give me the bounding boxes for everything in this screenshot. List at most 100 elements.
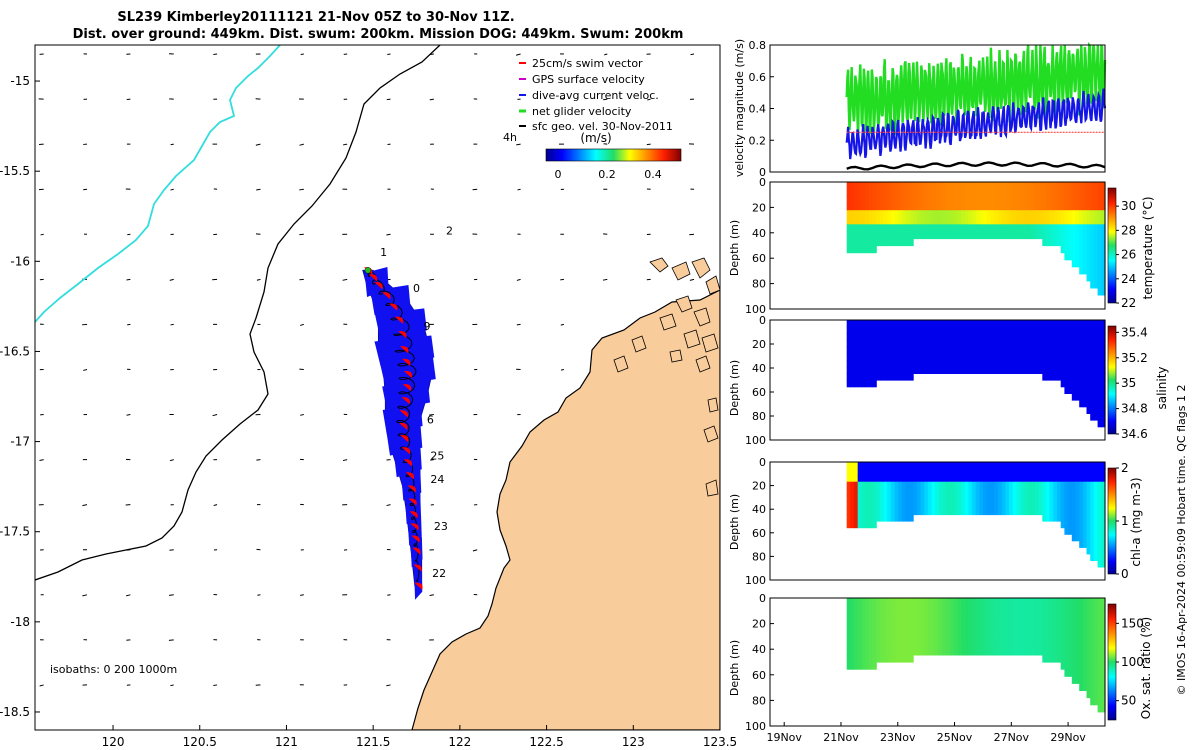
oxygen-cell [905,605,910,613]
salinity-cell [894,326,899,334]
chl-a-cell [1075,468,1080,476]
temperature-cell [1064,217,1069,225]
oxygen-cell [909,598,914,606]
salinity-cell [865,353,870,361]
oxygen-cell [957,598,962,606]
temperature-cell [909,196,914,204]
chl-a-cell [854,462,859,470]
temperature-cell [957,217,962,225]
salinity-cell [1079,373,1084,381]
temperature-cell [883,189,888,197]
chl-a-cell [1082,540,1088,548]
salinity-cell [1020,320,1025,328]
temperature-cell [1093,245,1099,254]
salinity-cell [1049,360,1054,368]
oxygen-cell [1068,640,1073,649]
chl-a-cell [935,494,940,502]
temperature-cell [909,203,914,211]
chl-a-cell [1097,527,1102,535]
oxygen-cell [938,598,944,606]
salinity-cell [846,353,851,361]
temperature-cell [887,182,892,190]
chl-a-cell [1075,488,1080,496]
temperature-cell [876,217,881,225]
temperature-cell [975,189,981,197]
temperature-cell [1016,231,1021,240]
oxygen-cell [865,626,870,635]
salinity-cell [1090,373,1095,381]
chl-a-cell [1009,494,1014,502]
chl-a-cell [1071,494,1077,502]
salinity-cell [1079,386,1084,394]
chl-a-cell [846,462,851,470]
swim-vector [401,397,410,405]
salinity-cell [887,326,892,334]
chl-a-cell [998,494,1003,502]
temperature-cell [946,189,951,197]
chl-a-cell [986,475,992,483]
oxygen-cell [1045,640,1051,649]
salinity-cell [1086,373,1091,381]
oxygen-cell [920,619,925,627]
oxygen-cell [1023,647,1029,656]
salinity-cell [850,360,855,368]
oxygen-cell [902,605,907,613]
temperature-cell [854,238,859,247]
temperature-cell [1090,238,1095,247]
oxygen-cell [1101,647,1106,656]
salinity-cell [1064,360,1069,368]
chl-a-cell [998,481,1003,489]
salinity-cell [1068,326,1073,334]
chl-a-cell [961,494,966,502]
chl-a-cell [1101,547,1106,555]
salinity-cell [1086,346,1091,354]
chl-a-cell [1042,462,1047,470]
temperature-cell [935,189,940,197]
current-arrow [127,323,131,326]
temperature-cell [1034,231,1040,240]
chl-a-cell [972,488,977,496]
current-arrow [300,414,304,416]
temperature-cell [1064,196,1069,204]
chl-a-cell [890,501,896,509]
salinity-cell [927,346,933,354]
chl-a-cell [868,488,874,496]
salinity-cell [946,353,951,361]
chl-a-cell [1057,494,1062,502]
oxygen-cell [905,626,910,635]
oxygen-cell [986,633,992,642]
salinity-cell [1093,346,1099,354]
salinity-cell [1071,366,1077,374]
temperature-cell [861,210,866,218]
chl-a-cell [872,468,877,476]
salinity-cell [994,353,999,361]
temperature-cell [1034,217,1040,225]
oxygen-cell [857,640,862,649]
oxygen-cell [905,619,910,627]
salinity-cell [898,320,903,328]
temperature-cell [946,224,951,232]
temperature-cell [1031,196,1036,204]
chl-a-cell [1027,468,1032,476]
salinity-cell [909,326,914,334]
map-xtick-label: 122 [448,735,471,749]
chl-a-cell [876,494,881,502]
temperature-ytick-label: 20 [752,201,766,214]
temperature-cell [1023,196,1029,204]
chl-a-cell [924,501,929,509]
oxygen-cell [986,647,992,656]
temperature-cell [909,189,914,197]
oxygen-cell [1068,669,1073,677]
chl-a-cell [979,501,984,509]
chl-a-cell [938,501,944,509]
temperature-cell [1090,231,1095,240]
chl-a-cell [1071,488,1077,496]
temperature-cell [990,224,995,232]
chl-a-cell [924,488,929,496]
legend-net: net glider velocity [532,105,632,118]
salinity-cell [1057,366,1062,374]
chl-a-cell [872,521,877,529]
chl-a-cell [950,475,955,483]
salinity-cell [1101,380,1106,388]
oxygen-cell [846,633,851,642]
